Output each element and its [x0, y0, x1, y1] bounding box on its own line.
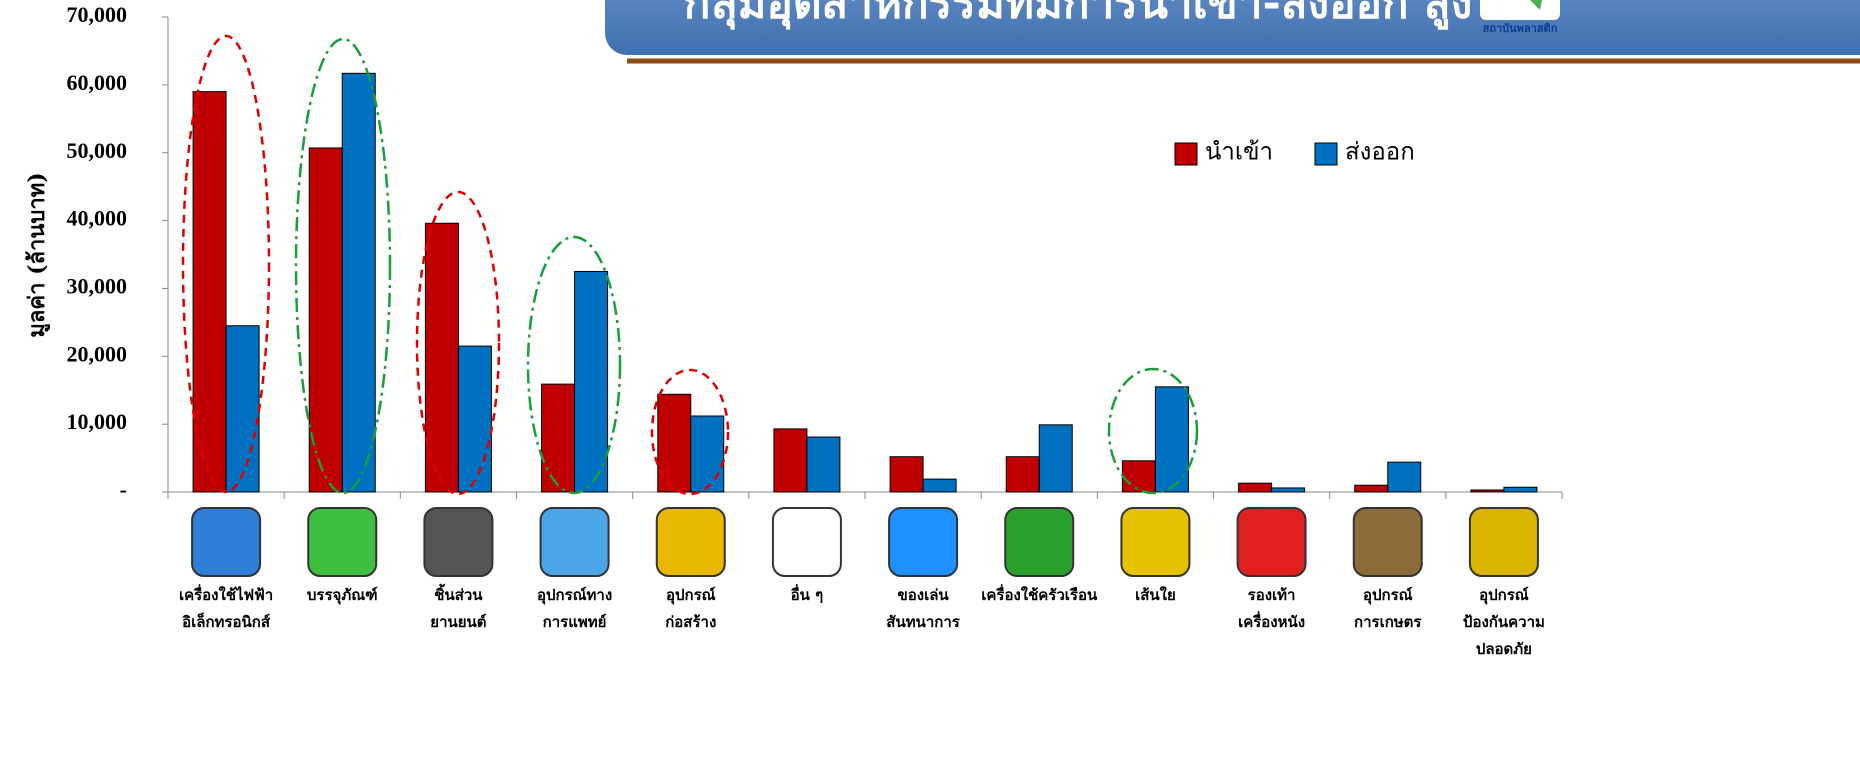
- legend-label: ส่งออก: [1345, 138, 1415, 166]
- logo-text: สถาบันพลาสติก: [1483, 22, 1558, 35]
- y-tick-label: 50,000: [67, 138, 128, 163]
- category-icon: [308, 508, 376, 576]
- bar: [458, 346, 491, 492]
- category-icon: [773, 508, 841, 576]
- bar: [890, 457, 923, 492]
- bar: [542, 384, 575, 492]
- bar: [1504, 487, 1537, 492]
- page-title: กลุ่มอุตสาหกรรมที่มีการนำเข้า-ส่งออก สูง: [684, 0, 1472, 31]
- bar: [1239, 483, 1272, 492]
- bar: [1388, 462, 1421, 492]
- y-tick-label: 20,000: [67, 341, 128, 366]
- bar: [1122, 461, 1155, 492]
- category-icon: [192, 508, 260, 576]
- bar: [923, 479, 956, 492]
- legend-swatch: [1175, 143, 1197, 165]
- y-tick-label: 70,000: [67, 2, 128, 27]
- bar: [575, 271, 608, 492]
- y-tick-label: 60,000: [67, 70, 128, 95]
- x-tick-label: อุปกรณ์ ป้องกันความ ปลอดภัย: [1434, 582, 1574, 663]
- bar: [1471, 490, 1504, 492]
- y-tick-label: 10,000: [67, 409, 128, 434]
- y-axis-title: มูลค่า (ล้านบาท): [24, 172, 51, 337]
- y-tick-label: 40,000: [67, 206, 128, 231]
- category-icon: [889, 508, 957, 576]
- bar: [226, 326, 259, 492]
- category-icon: [541, 508, 609, 576]
- y-tick-label: -: [120, 477, 127, 502]
- y-tick-label: 30,000: [67, 273, 128, 298]
- category-icon: [657, 508, 725, 576]
- page: กลุ่มอุตสาหกรรมที่มีการนำเข้า-ส่งออก สูง…: [0, 0, 1860, 761]
- bar: [1272, 488, 1305, 492]
- category-icon: [1354, 508, 1422, 576]
- bar: [193, 92, 226, 492]
- category-icon: [1470, 508, 1538, 576]
- bar: [691, 416, 724, 492]
- category-icon: [424, 508, 492, 576]
- logo-box: [1480, 0, 1560, 20]
- legend-swatch: [1315, 143, 1337, 165]
- legend-label: นำเข้า: [1205, 138, 1273, 166]
- bar: [342, 73, 375, 492]
- bar: [807, 437, 840, 492]
- chart: กลุ่มอุตสาหกรรมที่มีการนำเข้า-ส่งออก สูง…: [0, 0, 1860, 761]
- category-icon: [1005, 508, 1073, 576]
- bar: [774, 429, 807, 492]
- bar: [1039, 425, 1072, 492]
- bar: [1355, 485, 1388, 492]
- bar: [1006, 457, 1039, 492]
- category-icon: [1121, 508, 1189, 576]
- category-icon: [1238, 508, 1306, 576]
